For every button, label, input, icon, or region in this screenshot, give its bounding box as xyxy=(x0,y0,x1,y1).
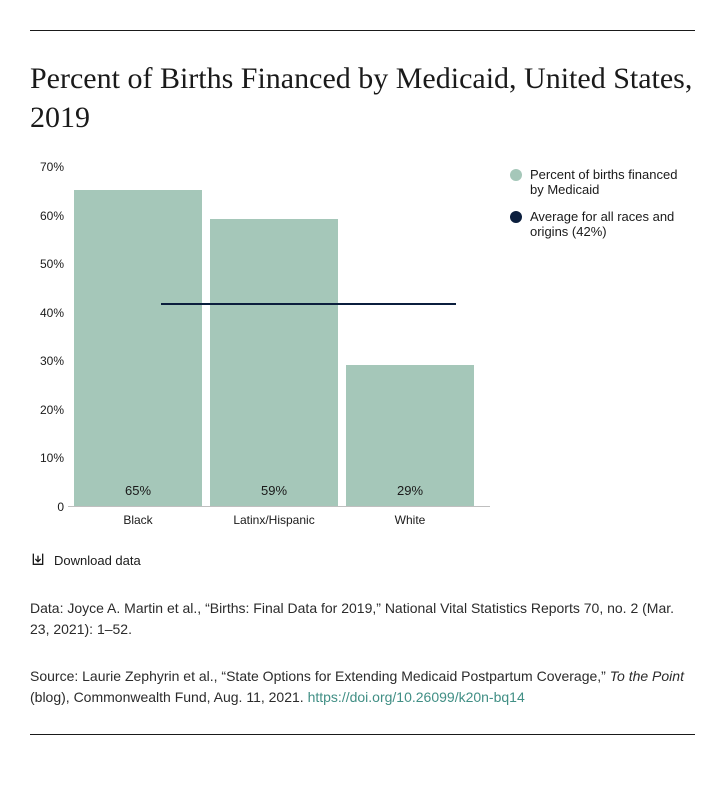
y-tick-label: 70% xyxy=(30,160,64,174)
bar: 65% xyxy=(74,190,202,506)
y-tick-label: 0 xyxy=(30,500,64,514)
source-citation: Source: Laurie Zephyrin et al., “State O… xyxy=(30,666,695,708)
bar-value-label: 59% xyxy=(210,483,338,498)
y-tick-label: 20% xyxy=(30,403,64,417)
legend-swatch xyxy=(510,211,522,223)
x-tick-label: Latinx/Hispanic xyxy=(210,513,338,527)
x-tick-label: Black xyxy=(74,513,202,527)
bar-value-label: 29% xyxy=(346,483,474,498)
legend-swatch xyxy=(510,169,522,181)
bar: 29% xyxy=(346,365,474,506)
y-tick-label: 60% xyxy=(30,209,64,223)
x-tick-label: White xyxy=(346,513,474,527)
legend: Percent of births financed by Medicaid Av… xyxy=(510,167,690,251)
average-line xyxy=(161,303,456,305)
download-label: Download data xyxy=(54,553,141,568)
data-citation: Data: Joyce A. Martin et al., “Births: F… xyxy=(30,598,695,640)
chart-area: 65%59%29% 010%20%30%40%50%60%70% BlackLa… xyxy=(30,167,490,537)
plot-region: 65% 59% 29% xyxy=(68,167,490,507)
chart-container: 65%59%29% 010%20%30%40%50%60%70% BlackLa… xyxy=(30,167,695,537)
y-tick-label: 10% xyxy=(30,451,64,465)
chart-title: Percent of Births Financed by Medicaid, … xyxy=(30,59,695,137)
legend-label: Average for all races and origins (42%) xyxy=(530,209,690,239)
top-divider xyxy=(30,30,695,31)
y-tick-label: 30% xyxy=(30,354,64,368)
bar-value-label: 65% xyxy=(74,483,202,498)
legend-item: Average for all races and origins (42%) xyxy=(510,209,690,239)
source-suffix: (blog), Commonwealth Fund, Aug. 11, 2021… xyxy=(30,689,308,705)
legend-label: Percent of births financed by Medicaid xyxy=(530,167,690,197)
source-link[interactable]: https://doi.org/10.26099/k20n-bq14 xyxy=(308,689,525,705)
y-tick-label: 40% xyxy=(30,306,64,320)
bottom-divider xyxy=(30,734,695,735)
source-prefix: Source: Laurie Zephyrin et al., “State O… xyxy=(30,668,610,684)
y-tick-label: 50% xyxy=(30,257,64,271)
download-data-button[interactable]: Download data xyxy=(30,551,695,570)
bar: 59% xyxy=(210,219,338,506)
legend-item: Percent of births financed by Medicaid xyxy=(510,167,690,197)
source-italic: To the Point xyxy=(610,668,684,684)
download-icon xyxy=(30,551,46,570)
